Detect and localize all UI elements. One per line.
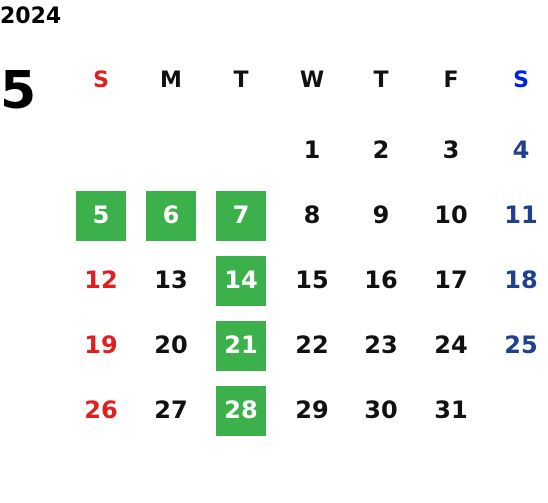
day-number: 4 [513, 136, 530, 164]
day-number: 11 [504, 201, 537, 229]
highlight-box [216, 321, 266, 371]
day-number: 16 [364, 266, 397, 294]
highlight-box [146, 191, 196, 241]
day-number: 12 [84, 266, 117, 294]
day-number: 26 [84, 396, 117, 424]
day-number: 20 [154, 331, 187, 359]
day-number: 17 [434, 266, 467, 294]
day-number: 25 [504, 331, 537, 359]
day-number: 14 [224, 266, 257, 294]
day-number: 29 [295, 396, 328, 424]
day-number: 6 [163, 201, 180, 229]
day-number: 27 [154, 396, 187, 424]
day-number: 8 [304, 201, 321, 229]
weekday-label: T [233, 68, 248, 93]
weekday-label: T [373, 68, 388, 93]
day-number: 22 [295, 331, 328, 359]
day-number: 1 [304, 136, 321, 164]
day-number: 10 [434, 201, 467, 229]
highlight-box [216, 256, 266, 306]
weekday-label: W [300, 68, 324, 93]
highlight-box [216, 386, 266, 436]
weekday-label: F [443, 68, 458, 93]
day-number: 9 [373, 201, 390, 229]
day-number: 2 [373, 136, 390, 164]
day-number: 30 [364, 396, 397, 424]
day-number: 5 [93, 201, 110, 229]
weekday-label: S [513, 68, 529, 93]
year: 2024 [0, 4, 61, 29]
day-number: 3 [443, 136, 460, 164]
day-number: 7 [233, 201, 250, 229]
day-number: 31 [434, 396, 467, 424]
day-number: 23 [364, 331, 397, 359]
month: 5 [0, 61, 36, 121]
weekday-label: S [93, 68, 109, 93]
day-number: 24 [434, 331, 467, 359]
day-number: 13 [154, 266, 187, 294]
weekday-label: M [160, 68, 182, 93]
day-number: 21 [224, 331, 257, 359]
highlight-box [216, 191, 266, 241]
day-number: 19 [84, 331, 117, 359]
day-number: 18 [504, 266, 537, 294]
day-number: 28 [224, 396, 257, 424]
highlight-box [76, 191, 126, 241]
day-number: 15 [295, 266, 328, 294]
